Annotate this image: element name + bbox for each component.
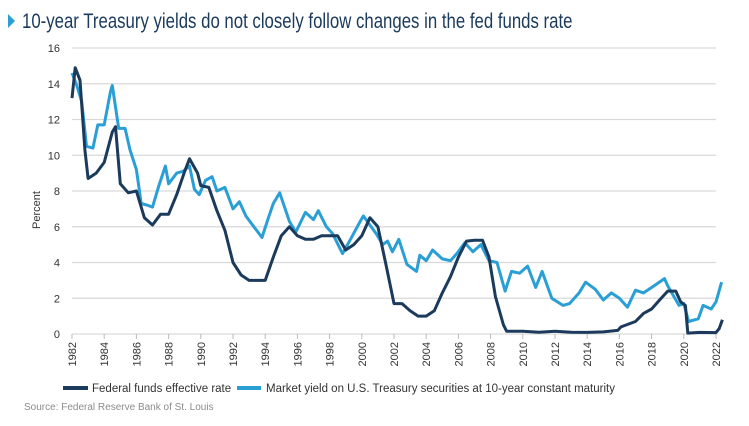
x-tick-label: 1998 bbox=[325, 342, 337, 366]
x-tick-label: 1988 bbox=[164, 342, 176, 366]
series-line-fed-funds bbox=[70, 66, 724, 335]
y-tick-label: 14 bbox=[48, 79, 60, 91]
x-tick-label: 2012 bbox=[550, 342, 562, 366]
title-marker-icon bbox=[8, 14, 15, 28]
y-tick-label: 0 bbox=[54, 329, 60, 341]
x-tick-label: 2022 bbox=[711, 342, 723, 366]
x-tick-label: 2020 bbox=[679, 342, 691, 366]
x-tick-label: 2008 bbox=[486, 342, 498, 366]
y-tick-label: 2 bbox=[54, 293, 60, 305]
y-tick-label: 4 bbox=[54, 258, 60, 270]
y-tick-label: 12 bbox=[48, 115, 60, 127]
x-tick-label: 1984 bbox=[99, 342, 111, 366]
x-tick-label: 1996 bbox=[292, 342, 304, 366]
x-tick-label: 2016 bbox=[614, 342, 626, 366]
x-tick-label: 2010 bbox=[518, 342, 530, 366]
legend-label-treasury: Market yield on U.S. Treasury securities… bbox=[266, 383, 615, 395]
x-tick-label: 1986 bbox=[131, 342, 143, 366]
legend: Federal funds effective rate Market yiel… bbox=[63, 383, 615, 395]
series-line-treasury-10y bbox=[70, 72, 724, 323]
x-tick-label: 1992 bbox=[228, 342, 240, 366]
y-tick-label: 8 bbox=[54, 186, 60, 198]
y-tick-label: 16 bbox=[48, 43, 60, 55]
y-axis: 0 2 4 6 8 10 12 14 16 bbox=[48, 43, 60, 341]
chart-title: 10-year Treasury yields do not closely f… bbox=[22, 10, 573, 33]
source-note: Source: Federal Reserve Bank of St. Loui… bbox=[24, 402, 214, 413]
y-tick-label: 10 bbox=[48, 150, 60, 162]
y-axis-label: Percent bbox=[31, 191, 43, 229]
x-tick-label: 2000 bbox=[357, 342, 369, 366]
x-tick-label: 1994 bbox=[260, 342, 272, 366]
x-tick-label: 2018 bbox=[647, 342, 659, 366]
y-tick-label: 6 bbox=[54, 222, 60, 234]
x-tick-label: 2014 bbox=[582, 342, 594, 366]
legend-label-fed-funds: Federal funds effective rate bbox=[92, 383, 231, 395]
x-tick-label: 2002 bbox=[389, 342, 401, 366]
x-tick-label: 2004 bbox=[421, 342, 433, 366]
x-tick-label: 1982 bbox=[67, 342, 79, 366]
x-axis: 1982 1984 1986 1988 1990 1992 1994 1996 1998 2000… bbox=[67, 334, 723, 366]
x-tick-label: 2006 bbox=[453, 342, 465, 366]
grid bbox=[72, 47, 716, 335]
x-tick-label: 1990 bbox=[196, 342, 208, 366]
plot-area bbox=[70, 66, 724, 335]
